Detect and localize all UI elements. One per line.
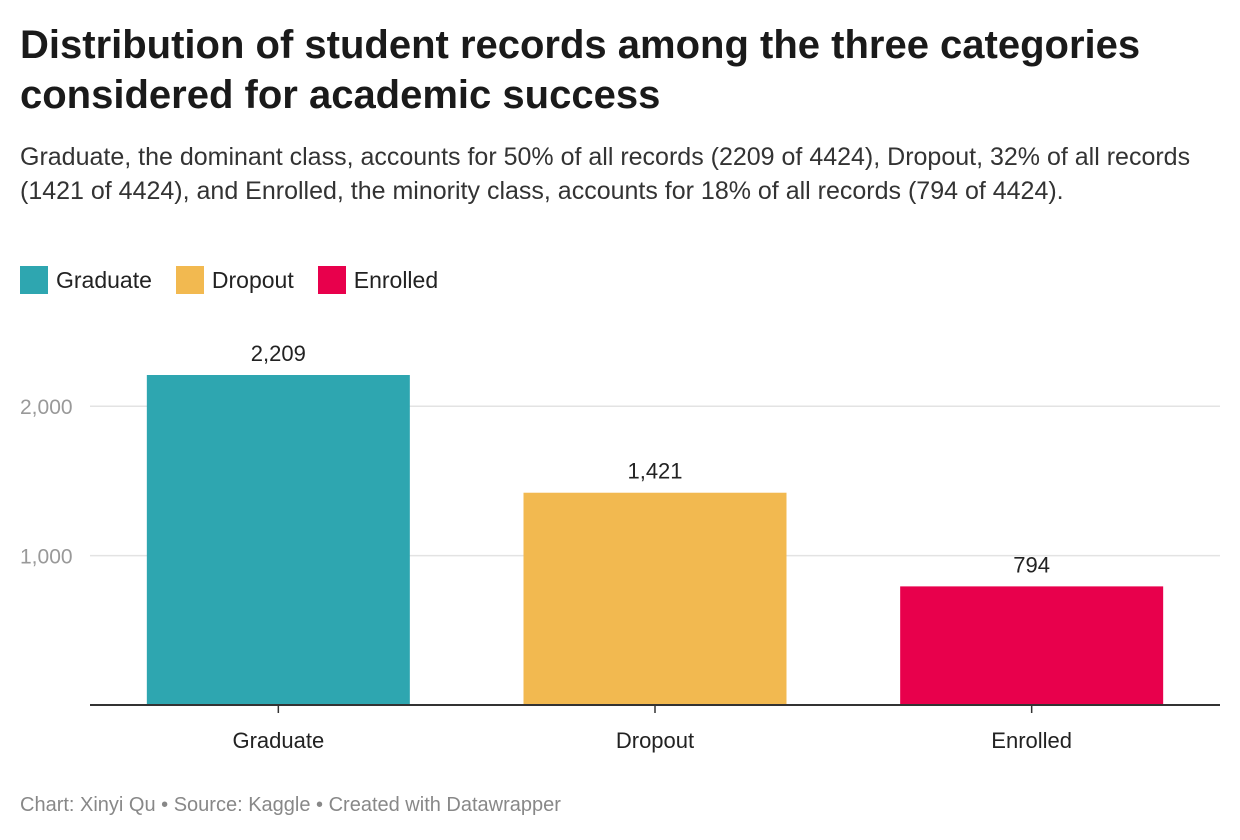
legend-swatch-enrolled [317,266,346,294]
legend-label-dropout: Dropout [211,266,294,293]
chart-footer: Chart: Xinyi Qu • Source: Kaggle • Creat… [20,794,561,816]
legend-swatch-dropout [175,266,204,294]
legend-item-dropout: Dropout [175,266,294,294]
y-tick-label: 2,000 [20,396,73,419]
bar-dropout [523,492,787,705]
bar-graduate [146,375,410,705]
x-tick-label: Dropout [616,728,694,753]
chart-title: Distribution of student records among th… [20,23,1141,117]
legend-item-graduate: Graduate [20,266,152,294]
bar-enrolled [900,586,1164,705]
legend-item-enrolled: Enrolled [317,266,439,294]
y-tick-label: 1,000 [20,546,73,569]
bar-value-label: 2,209 [251,341,306,366]
legend: Graduate Dropout Enrolled [20,265,462,295]
legend-label-enrolled: Enrolled [353,266,439,293]
x-tick-label: Graduate [232,728,324,753]
x-tick-label: Enrolled [991,728,1072,753]
legend-label-graduate: Graduate [56,266,152,293]
legend-swatch-graduate [20,266,48,294]
bar-value-label: 1,421 [627,459,682,484]
bar-value-label: 794 [1013,552,1050,577]
chart-subtitle: Graduate, the dominant class, accounts f… [20,143,1191,205]
